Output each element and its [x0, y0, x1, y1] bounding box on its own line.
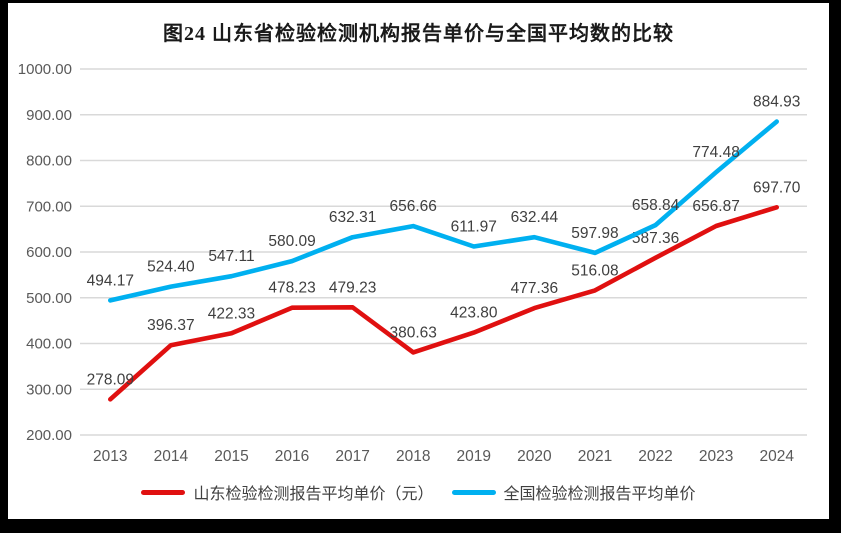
svg-text:2024: 2024 [759, 448, 794, 465]
svg-text:632.44: 632.44 [511, 209, 559, 226]
data-labels-shandong: 278.09 396.37 422.33 478.23 479.23 380.63 423.… [87, 179, 801, 388]
svg-text:2020: 2020 [517, 448, 552, 465]
svg-text:479.23: 479.23 [329, 279, 376, 296]
svg-text:278.09: 278.09 [87, 371, 134, 388]
chart-title: 图24 山东省检验检测机构报告单价与全国平均数的比较 [163, 23, 674, 45]
svg-text:656.66: 656.66 [389, 198, 436, 215]
legend-item-national: 全国检验检测报告平均单价 [451, 480, 696, 504]
svg-text:800.00: 800.00 [26, 153, 72, 170]
svg-text:2016: 2016 [275, 448, 309, 465]
chart-panel: 图24 山东省检验检测机构报告单价与全国平均数的比较 200.00 300.00 4… [8, 3, 829, 519]
y-axis-labels: 200.00 300.00 400.00 500.00 600.00 700.00 800.… [18, 61, 72, 444]
svg-text:1000.00: 1000.00 [18, 61, 72, 78]
svg-text:478.23: 478.23 [268, 280, 315, 297]
svg-text:516.08: 516.08 [571, 262, 618, 279]
svg-text:300.00: 300.00 [26, 381, 72, 398]
svg-text:884.93: 884.93 [753, 94, 800, 111]
svg-text:2014: 2014 [154, 448, 189, 465]
data-labels-national: 494.17 524.40 547.11 580.09 632.31 656.66 611.… [87, 94, 801, 290]
legend-label-shandong: 山东检验检测报告平均单价（元） [193, 486, 434, 503]
svg-text:697.70: 697.70 [753, 179, 801, 196]
legend-item-shandong: 山东检验检测报告平均单价（元） [141, 480, 434, 504]
svg-text:396.37: 396.37 [147, 317, 194, 334]
svg-text:600.00: 600.00 [26, 244, 72, 261]
svg-text:500.00: 500.00 [26, 290, 72, 307]
svg-text:547.11: 547.11 [208, 248, 254, 265]
svg-text:2022: 2022 [638, 448, 672, 465]
svg-text:477.36: 477.36 [511, 280, 558, 297]
svg-text:656.87: 656.87 [692, 198, 739, 215]
svg-text:587.36: 587.36 [632, 230, 679, 247]
svg-text:658.84: 658.84 [632, 197, 680, 214]
chart-legend: 山东检验检测报告平均单价（元） 全国检验检测报告平均单价 [8, 480, 829, 504]
series-line-shandong [108, 205, 780, 402]
shandong-series-swatch [141, 489, 186, 495]
svg-text:524.40: 524.40 [147, 259, 195, 276]
svg-text:422.33: 422.33 [208, 305, 255, 322]
svg-text:380.63: 380.63 [389, 324, 436, 341]
svg-text:2015: 2015 [214, 448, 248, 465]
svg-text:2018: 2018 [396, 448, 430, 465]
svg-text:2021: 2021 [578, 448, 612, 465]
svg-text:2019: 2019 [457, 448, 491, 465]
svg-text:2017: 2017 [335, 448, 369, 465]
legend-label-national: 全国检验检测报告平均单价 [503, 486, 696, 503]
y-gridlines [80, 68, 807, 436]
svg-text:494.17: 494.17 [87, 272, 134, 289]
svg-text:632.31: 632.31 [329, 209, 376, 226]
svg-text:580.09: 580.09 [268, 233, 315, 250]
svg-text:423.80: 423.80 [450, 305, 498, 322]
svg-text:597.98: 597.98 [571, 225, 618, 242]
svg-text:400.00: 400.00 [26, 336, 72, 353]
svg-text:200.00: 200.00 [26, 427, 72, 444]
svg-text:611.97: 611.97 [451, 219, 497, 236]
svg-text:2023: 2023 [699, 448, 733, 465]
svg-text:900.00: 900.00 [26, 107, 72, 124]
series-line-national [108, 119, 780, 303]
svg-text:700.00: 700.00 [26, 198, 72, 215]
x-axis-labels: 2013 2014 2015 2016 2017 2018 2019 2020 2021 2022… [93, 448, 794, 465]
svg-text:2013: 2013 [93, 448, 127, 465]
national-series-swatch [451, 489, 496, 495]
svg-text:774.48: 774.48 [692, 144, 739, 161]
